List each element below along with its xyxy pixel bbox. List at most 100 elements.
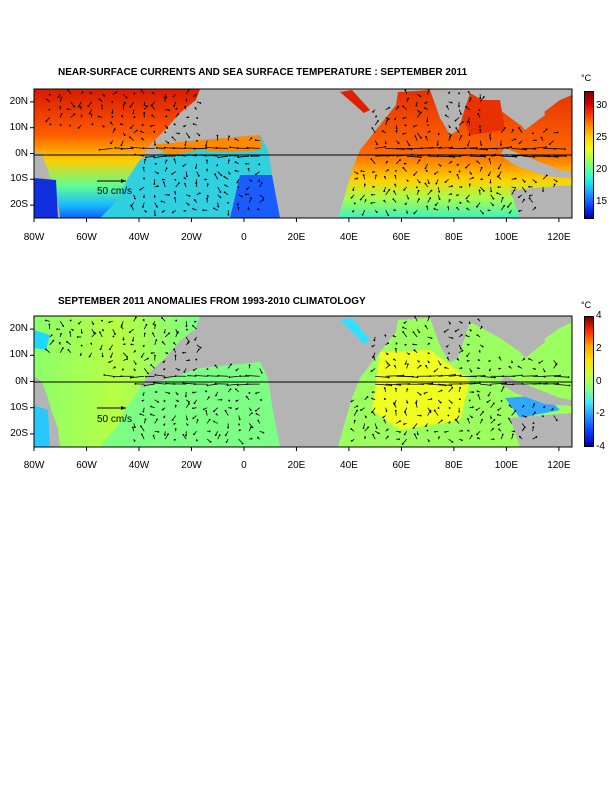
current-vector-head (403, 322, 406, 324)
current-vector-head (205, 390, 207, 393)
current-vector (218, 155, 229, 158)
current-vector-head (155, 162, 157, 165)
current-vector-head (78, 322, 80, 325)
current-vector-head (171, 173, 174, 175)
current-vector-head (514, 409, 517, 412)
current-vector-head (512, 433, 514, 436)
current-vector-head (540, 136, 543, 139)
current-vector-head (145, 156, 147, 159)
current-vector-head (352, 210, 354, 213)
current-vector-head (461, 349, 464, 352)
current-vector (490, 382, 506, 385)
current-vector-head (156, 418, 158, 421)
current-vector-head (163, 423, 166, 426)
current-vector-head (456, 173, 459, 176)
current-vector-head (134, 197, 136, 200)
current-vector-head (134, 316, 137, 319)
current-vector-head (383, 199, 386, 202)
current-vector-head (371, 127, 374, 129)
current-vector-head (498, 356, 501, 359)
current-vector-head (393, 364, 396, 367)
current-vector-head (388, 364, 391, 367)
panel-2-cool-nw (34, 330, 50, 350)
current-vector (518, 127, 523, 134)
current-vector-head (386, 353, 389, 355)
current-vector-head (153, 183, 156, 185)
current-vector-head (448, 421, 451, 424)
current-vector-head (356, 177, 359, 180)
current-vector-head (406, 401, 409, 404)
current-vector (406, 375, 418, 378)
current-vector-head (367, 426, 370, 429)
current-vector-head (428, 130, 431, 133)
lon-tick-label: 60W (76, 232, 97, 243)
current-vector-head (460, 347, 462, 350)
current-vector-head (402, 132, 405, 135)
current-vector-head (249, 409, 252, 411)
current-vector-head (69, 331, 71, 333)
current-vector (175, 331, 179, 338)
current-vector-head (183, 182, 186, 185)
lat-tick-label: 10S (10, 173, 28, 185)
current-vector-head (508, 365, 511, 368)
current-vector-head (199, 102, 202, 104)
current-vector-head (492, 427, 495, 430)
current-vector-head (386, 428, 389, 431)
current-vector-head (133, 369, 136, 372)
current-vector-head (362, 174, 365, 177)
current-vector-head (173, 342, 175, 344)
current-vector (370, 158, 376, 165)
current-vector-head (444, 431, 447, 433)
current-vector-head (394, 347, 397, 350)
panel-2-colorbar (584, 316, 594, 447)
current-vector-head (161, 317, 163, 319)
current-vector-head (206, 197, 209, 200)
current-vector-head (481, 345, 484, 348)
current-vector-head (111, 100, 114, 103)
current-vector-head (79, 106, 82, 108)
current-vector-head (489, 136, 492, 139)
current-vector-head (460, 439, 463, 442)
current-vector-head (465, 166, 468, 169)
current-vector-head (425, 364, 427, 367)
current-vector-head (487, 209, 490, 212)
current-vector-head (420, 136, 422, 139)
current-vector (406, 155, 421, 158)
current-vector-head (501, 196, 504, 199)
current-vector-head (234, 138, 237, 141)
current-vector-head (188, 136, 191, 139)
current-vector (511, 147, 526, 150)
current-vector-head (120, 144, 123, 147)
current-vector (480, 383, 491, 386)
current-vector-head (356, 172, 359, 175)
current-vector-head (568, 384, 571, 387)
panel-1-bay-bengal (455, 100, 505, 135)
current-vector-head (468, 120, 471, 123)
current-vector-head (363, 183, 366, 186)
current-vector-head (468, 183, 471, 186)
current-vector (375, 375, 389, 378)
current-vector-head (134, 383, 137, 385)
current-vector-head (451, 146, 454, 149)
current-vector-head (102, 329, 105, 332)
current-vector-head (79, 354, 82, 356)
current-vector-head (147, 372, 149, 375)
panel-2-red-sea (340, 318, 370, 344)
current-vector-head (496, 413, 499, 416)
panel-1-australia (510, 185, 572, 218)
current-vector-head (142, 393, 145, 396)
current-vector-head (412, 343, 415, 346)
panel-1-scale-arrow (97, 179, 126, 183)
current-vector-head (248, 364, 251, 367)
current-vector-head (204, 178, 207, 181)
current-vector-head (155, 391, 158, 393)
current-vector-head (52, 339, 55, 342)
current-vector-head (144, 418, 147, 421)
current-vector-head (239, 375, 241, 378)
current-vector-head (217, 205, 220, 208)
current-vector-head (172, 382, 175, 385)
current-vector-head (172, 95, 175, 98)
current-vector-head (438, 436, 441, 439)
current-vector-head (425, 135, 427, 138)
current-vector-head (528, 185, 531, 188)
